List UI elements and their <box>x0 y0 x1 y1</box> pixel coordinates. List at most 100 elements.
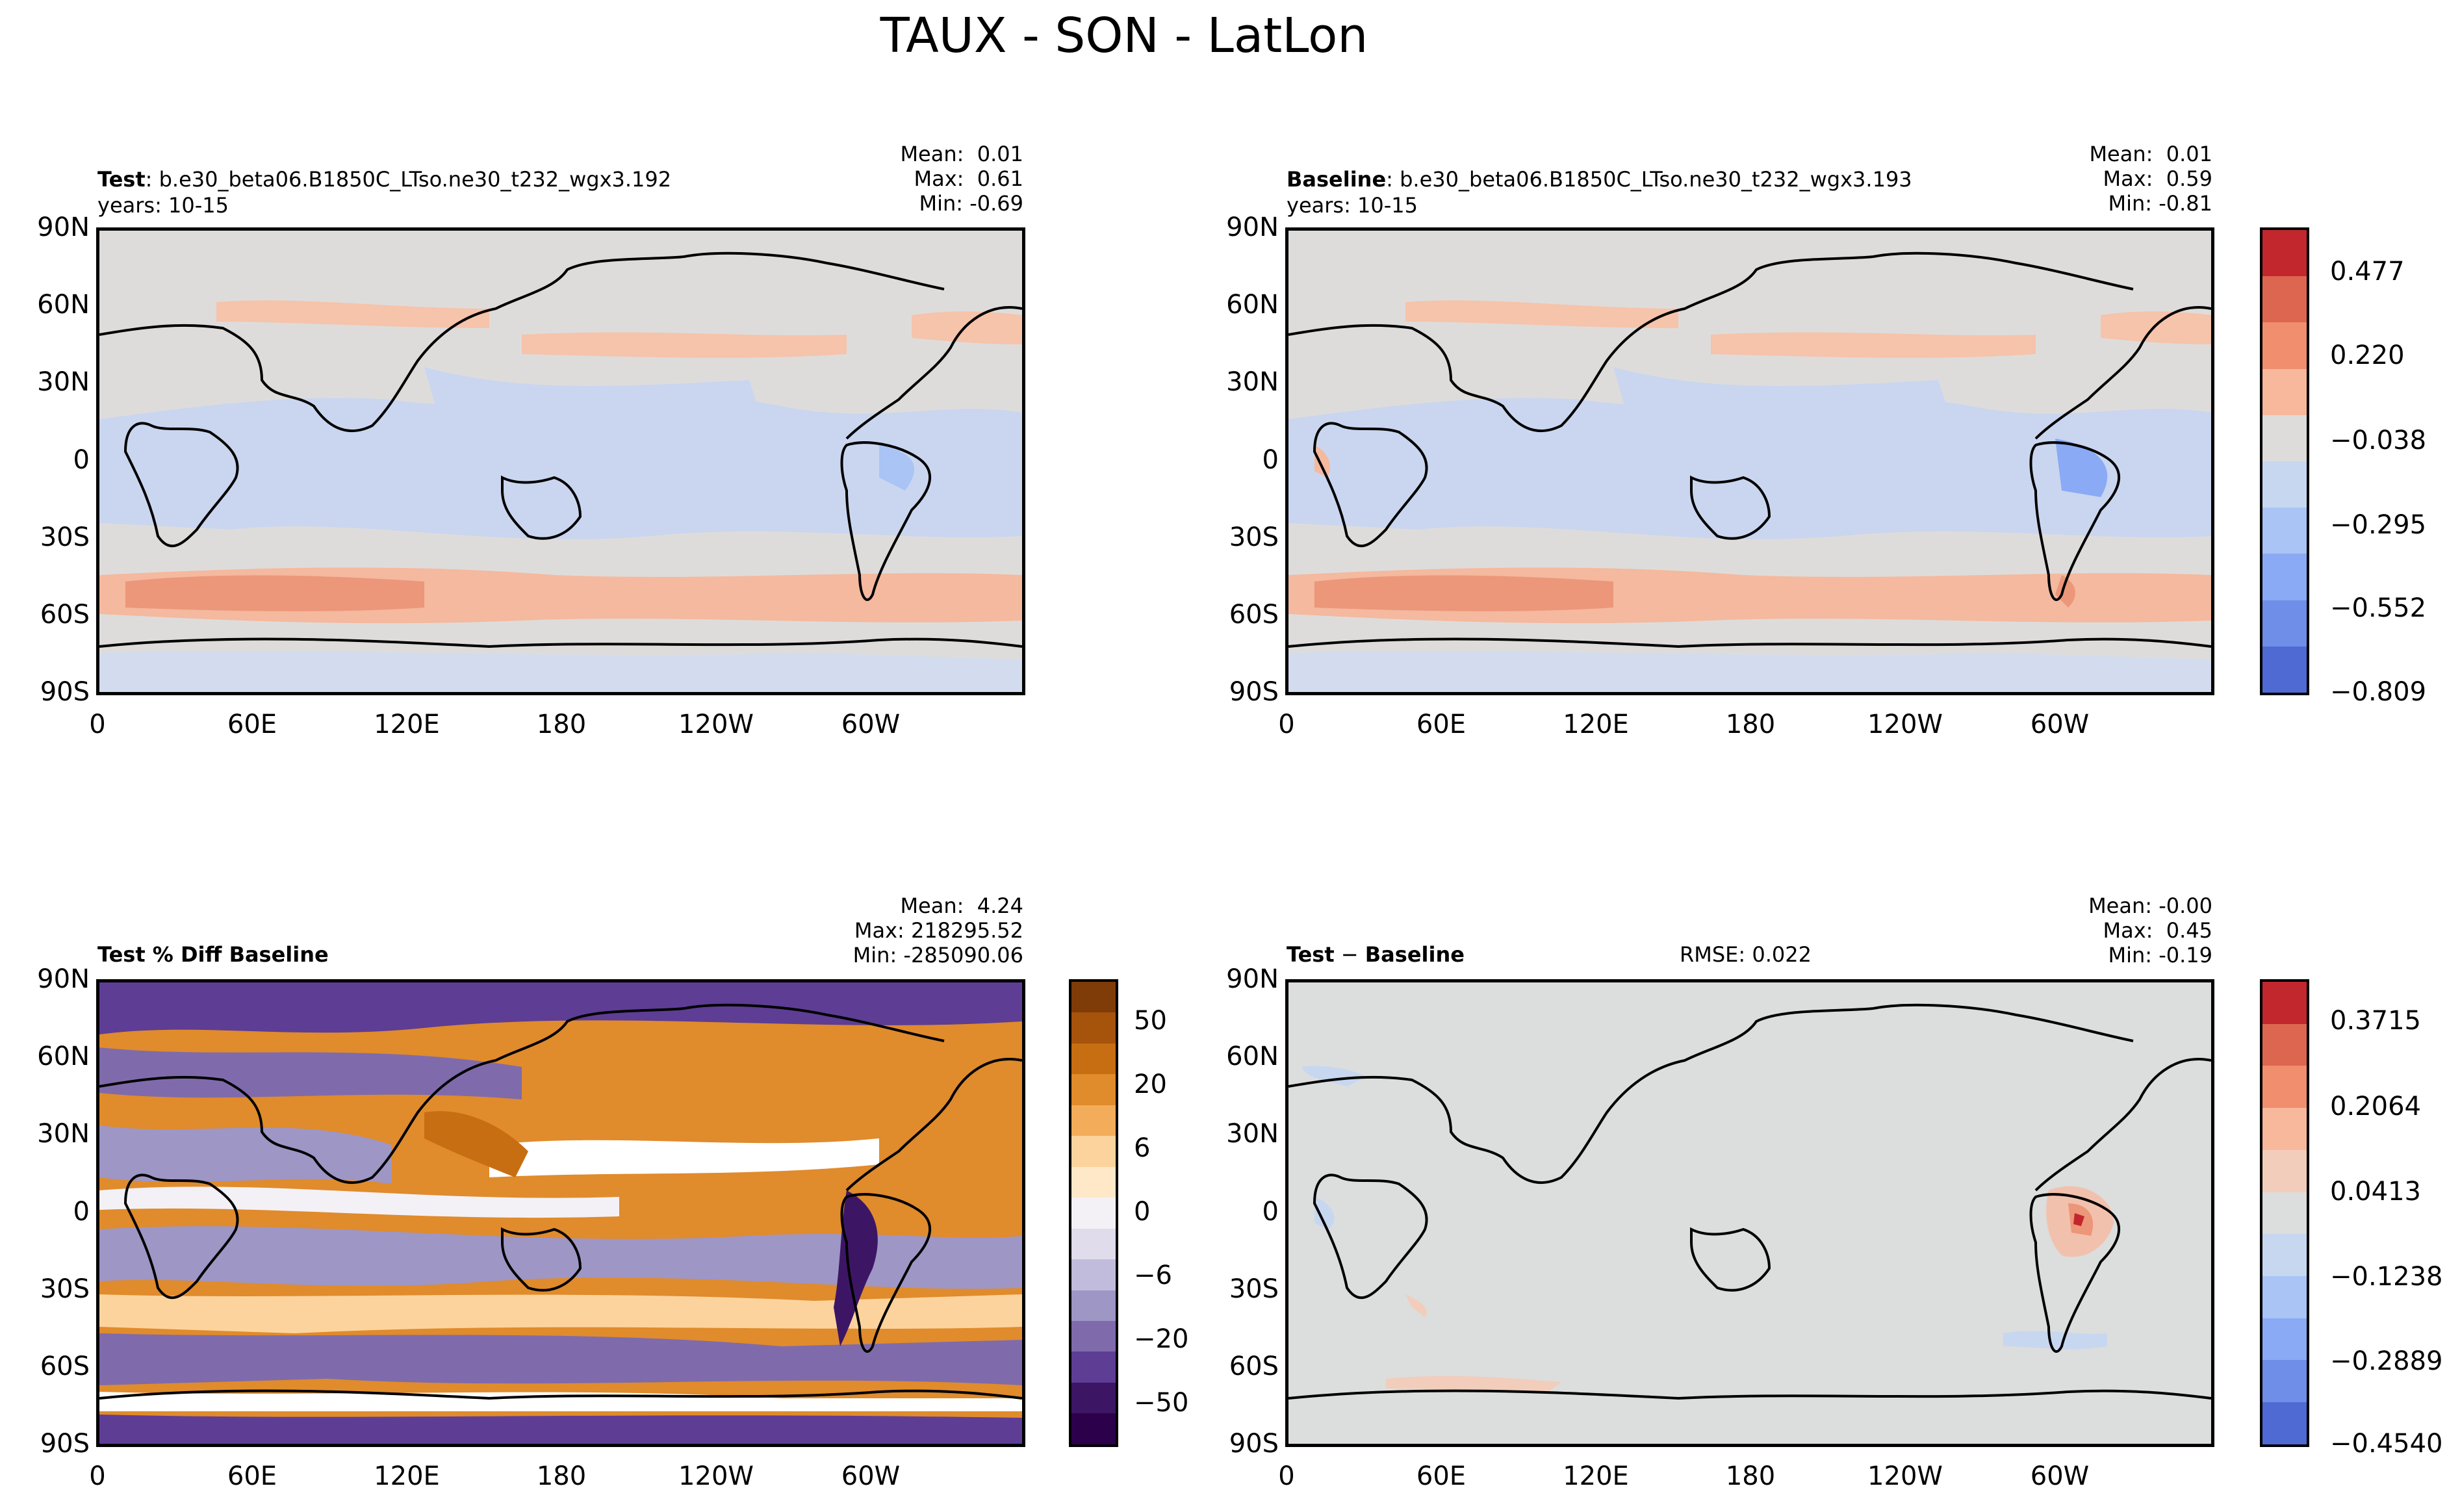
panel-title: Test: b.e30_beta06.B1850C_LTso.ne30_t232… <box>97 167 671 192</box>
colorbar-band <box>2262 230 2307 277</box>
stat-max: 0.45 <box>2166 918 2212 943</box>
panel-stats: Mean: 0.01 Max: 0.59 Min: -0.81 <box>1956 142 2212 216</box>
colorbar-band <box>2262 554 2307 600</box>
xtick-label: 120E <box>374 710 440 739</box>
colorbar-label: −0.038 <box>2330 426 2427 455</box>
colorbar-band <box>2262 1234 2307 1277</box>
colorbar-band <box>1071 982 1116 1013</box>
colorbar-band <box>2262 1192 2307 1235</box>
colorbar <box>1069 979 1118 1447</box>
colorbar-label: 0.0413 <box>2330 1177 2421 1207</box>
panel-title-case: : b.e30_beta06.B1850C_LTso.ne30_t232_wgx… <box>1386 167 1912 192</box>
panel-title-operator: − <box>1334 942 1365 967</box>
stat-min: -0.19 <box>2159 943 2212 967</box>
xtick-label: 0 <box>89 1461 106 1491</box>
ytick-label: 60S <box>1229 1352 1279 1381</box>
ytick-label: 30N <box>1226 367 1279 397</box>
ytick-label: 30N <box>1226 1119 1279 1149</box>
colorbar <box>2260 227 2309 695</box>
colorbar-label: 50 <box>1134 1006 1167 1036</box>
map-field <box>99 982 1022 1444</box>
colorbar-label: −50 <box>1134 1388 1189 1418</box>
colorbar-band <box>2262 368 2307 415</box>
colorbar-band <box>1071 1228 1116 1260</box>
stat-mean: 4.24 <box>977 893 1023 918</box>
stat-mean-label: Mean: <box>900 893 964 918</box>
ytick-label: 30S <box>1229 1274 1279 1304</box>
ytick-label: 90S <box>40 677 90 707</box>
colorbar-band <box>1071 1105 1116 1136</box>
xtick-label: 120E <box>374 1461 440 1491</box>
colorbar-label: 0 <box>1134 1197 1151 1227</box>
colorbar-band <box>1071 1382 1116 1414</box>
stat-min: -285090.06 <box>903 943 1023 967</box>
colorbar-band <box>1071 1259 1116 1290</box>
stat-min: -0.69 <box>969 191 1023 216</box>
xtick-label: 180 <box>536 1461 587 1491</box>
ytick-label: 0 <box>73 1197 90 1227</box>
colorbar-label: −0.552 <box>2330 593 2427 623</box>
panel-title: Test − Baseline <box>1287 942 1465 967</box>
stat-mean-label: Mean: <box>2088 893 2153 918</box>
panel-stats: Mean: 0.01 Max: 0.61 Min: -0.69 <box>767 142 1023 216</box>
panel-stats: Mean: -0.00 Max: 0.45 Min: -0.19 <box>1956 893 2212 967</box>
map-plot <box>1285 227 2214 695</box>
xtick-label: 120E <box>1563 1461 1629 1491</box>
stat-mean: -0.00 <box>2159 893 2212 918</box>
ytick-label: 90S <box>1229 677 1279 707</box>
xtick-label: 180 <box>1725 1461 1776 1491</box>
colorbar-label: 0.3715 <box>2330 1006 2421 1036</box>
stat-min-label: Min: <box>852 943 897 967</box>
stat-max-label: Max: <box>2103 918 2153 943</box>
ytick-label: 60S <box>1229 600 1279 630</box>
xtick-label: 120W <box>678 1461 754 1491</box>
panel-title-bold: Test <box>97 167 146 192</box>
colorbar-band <box>2262 1276 2307 1318</box>
map-field <box>1288 231 2211 692</box>
panel-subtitle: years: 10-15 <box>1287 193 1418 218</box>
xtick-label: 60W <box>841 710 901 739</box>
colorbar-band <box>2262 507 2307 554</box>
colorbar-band <box>2262 646 2307 693</box>
stat-min-label: Min: <box>919 191 964 216</box>
xtick-label: 180 <box>536 710 587 739</box>
panel-title: Baseline: b.e30_beta06.B1850C_LTso.ne30_… <box>1287 167 1912 192</box>
stat-mean-label: Mean: <box>2089 142 2153 166</box>
xtick-label: 120E <box>1563 710 1629 739</box>
xtick-label: 60W <box>2030 710 2090 739</box>
map-plot <box>1285 979 2214 1447</box>
stat-min-label: Min: <box>2108 191 2153 216</box>
colorbar-band <box>2262 1108 2307 1150</box>
ytick-label: 90N <box>1226 212 1279 242</box>
ytick-label: 60S <box>40 1352 90 1381</box>
xtick-label: 0 <box>89 710 106 739</box>
colorbar-label: −20 <box>1134 1324 1189 1354</box>
colorbar-label: 0.220 <box>2330 340 2405 370</box>
ytick-label: 60N <box>1226 290 1279 320</box>
colorbar-label: 0.2064 <box>2330 1092 2421 1121</box>
colorbar-band <box>1071 1320 1116 1352</box>
colorbar-band <box>2262 1066 2307 1108</box>
panel-title: Test % Diff Baseline <box>97 942 329 967</box>
colorbar-band <box>2262 600 2307 647</box>
map-field <box>99 231 1022 692</box>
ytick-label: 0 <box>1262 445 1279 475</box>
stat-max: 0.59 <box>2166 166 2212 191</box>
colorbar-label: 20 <box>1134 1070 1167 1099</box>
stat-mean-label: Mean: <box>900 142 964 166</box>
ytick-label: 30N <box>37 367 90 397</box>
colorbar-band <box>2262 461 2307 508</box>
panel-subtitle: years: 10-15 <box>97 193 229 218</box>
colorbar-band <box>1071 1012 1116 1044</box>
colorbar-label: −0.2889 <box>2330 1346 2443 1376</box>
stat-mean: 0.01 <box>2166 142 2212 166</box>
stat-max-label: Max: <box>2103 166 2153 191</box>
ytick-label: 60N <box>1226 1042 1279 1071</box>
colorbar-band <box>1071 1290 1116 1321</box>
ytick-label: 60N <box>37 1042 90 1071</box>
xtick-label: 60E <box>227 1461 277 1491</box>
colorbar-label: −0.809 <box>2330 677 2427 707</box>
xtick-label: 0 <box>1278 1461 1295 1491</box>
colorbar <box>2260 979 2309 1447</box>
xtick-label: 180 <box>1725 710 1776 739</box>
